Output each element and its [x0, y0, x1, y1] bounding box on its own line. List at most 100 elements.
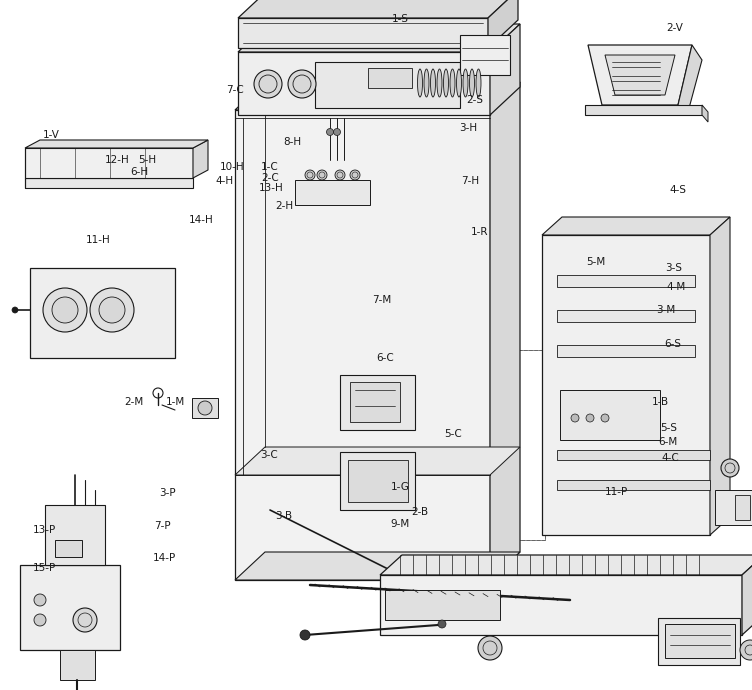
Polygon shape	[350, 382, 400, 422]
Polygon shape	[25, 148, 193, 178]
Text: 1-V: 1-V	[43, 130, 59, 140]
Text: 4-C: 4-C	[661, 453, 679, 463]
Polygon shape	[542, 235, 710, 535]
Circle shape	[34, 614, 46, 626]
Circle shape	[326, 128, 333, 135]
Polygon shape	[557, 345, 695, 357]
Circle shape	[333, 128, 341, 135]
Circle shape	[350, 170, 360, 180]
Text: 3-S: 3-S	[666, 263, 683, 273]
Text: 1-M: 1-M	[165, 397, 185, 407]
Text: 9-M: 9-M	[390, 519, 410, 529]
Polygon shape	[380, 575, 742, 635]
Text: 6-M: 6-M	[658, 437, 678, 447]
Ellipse shape	[476, 69, 481, 97]
Circle shape	[99, 297, 125, 323]
Polygon shape	[193, 140, 208, 178]
Ellipse shape	[463, 69, 468, 97]
Circle shape	[740, 640, 752, 660]
Polygon shape	[60, 650, 95, 680]
Text: 1-G: 1-G	[390, 482, 409, 492]
Text: 10-H: 10-H	[220, 162, 244, 172]
Polygon shape	[710, 217, 730, 535]
Circle shape	[288, 70, 316, 98]
Polygon shape	[735, 495, 750, 520]
Text: 11-P: 11-P	[605, 487, 628, 497]
Text: 3-P: 3-P	[159, 488, 175, 498]
Text: 2-S: 2-S	[466, 95, 484, 105]
Circle shape	[317, 170, 327, 180]
Text: 2-H: 2-H	[275, 201, 293, 211]
Polygon shape	[348, 460, 408, 502]
Ellipse shape	[430, 69, 435, 97]
Ellipse shape	[437, 69, 442, 97]
Text: 1-C: 1-C	[261, 162, 279, 172]
Circle shape	[90, 288, 134, 332]
Polygon shape	[235, 552, 520, 580]
Polygon shape	[542, 217, 730, 235]
Polygon shape	[20, 565, 120, 650]
Polygon shape	[678, 45, 702, 112]
Text: 13-P: 13-P	[32, 525, 56, 535]
Text: 3-B: 3-B	[275, 511, 293, 521]
Text: 6-C: 6-C	[376, 353, 394, 363]
Circle shape	[586, 414, 594, 422]
Polygon shape	[488, 0, 518, 48]
Text: 4-H: 4-H	[215, 176, 233, 186]
Circle shape	[478, 636, 502, 660]
Text: 7-H: 7-H	[461, 176, 479, 186]
Text: 7-M: 7-M	[372, 295, 392, 305]
Text: 7-P: 7-P	[153, 521, 170, 531]
Text: 5-M: 5-M	[587, 257, 605, 267]
Polygon shape	[25, 140, 208, 148]
Text: 11-H: 11-H	[86, 235, 111, 245]
Ellipse shape	[424, 69, 429, 97]
Polygon shape	[340, 375, 415, 430]
Polygon shape	[30, 268, 175, 358]
Text: 12-H: 12-H	[105, 155, 129, 165]
Circle shape	[721, 459, 739, 477]
Polygon shape	[235, 110, 490, 580]
Circle shape	[300, 630, 310, 640]
Polygon shape	[560, 390, 660, 440]
Circle shape	[571, 414, 579, 422]
Polygon shape	[588, 45, 692, 105]
Text: 14-H: 14-H	[189, 215, 214, 225]
Polygon shape	[238, 18, 488, 48]
Polygon shape	[702, 105, 708, 122]
Text: 3-C: 3-C	[260, 450, 278, 460]
Polygon shape	[557, 480, 710, 490]
Polygon shape	[235, 447, 520, 475]
Ellipse shape	[469, 69, 475, 97]
Circle shape	[12, 307, 18, 313]
Circle shape	[43, 288, 87, 332]
Circle shape	[73, 608, 97, 632]
Polygon shape	[658, 618, 740, 665]
Ellipse shape	[444, 69, 448, 97]
Circle shape	[254, 70, 282, 98]
Polygon shape	[605, 55, 675, 95]
Circle shape	[601, 414, 609, 422]
Text: 7-C: 7-C	[226, 85, 244, 95]
Text: 6-H: 6-H	[130, 167, 148, 177]
Circle shape	[438, 620, 446, 628]
Text: 6-S: 6-S	[665, 339, 681, 349]
Polygon shape	[665, 624, 735, 658]
Text: 2-M: 2-M	[124, 397, 144, 407]
Ellipse shape	[450, 69, 455, 97]
Text: 3-H: 3-H	[459, 123, 477, 133]
Polygon shape	[557, 450, 710, 460]
Polygon shape	[385, 590, 500, 620]
Polygon shape	[295, 180, 370, 205]
Text: 4-S: 4-S	[669, 185, 687, 195]
Circle shape	[305, 170, 315, 180]
Ellipse shape	[456, 69, 462, 97]
Polygon shape	[55, 540, 82, 557]
Polygon shape	[238, 0, 518, 18]
Polygon shape	[460, 35, 510, 75]
Polygon shape	[45, 505, 105, 565]
Polygon shape	[340, 452, 415, 510]
Text: 15-P: 15-P	[32, 563, 56, 573]
Polygon shape	[368, 68, 412, 88]
Text: 5-C: 5-C	[444, 429, 462, 439]
